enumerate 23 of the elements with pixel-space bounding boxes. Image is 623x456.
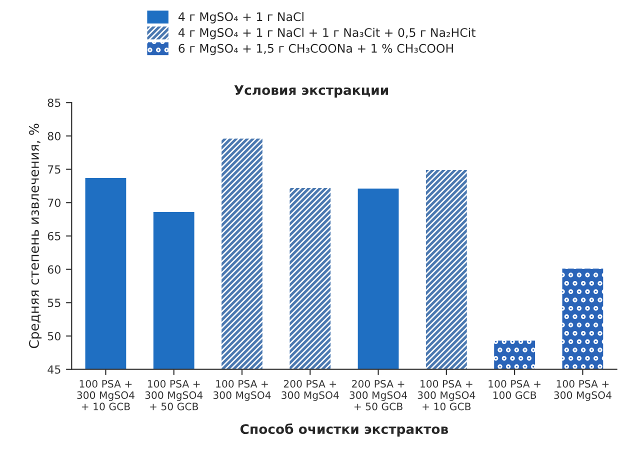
x-tick-label: 200 PSA + 300 MgSO4 + 50 GCB: [350, 380, 408, 410]
y-tick-label: 50: [48, 332, 60, 340]
x-tick-label: 200 PSA + 300 MgSO4: [282, 380, 339, 401]
y-tick-label: 45: [48, 365, 60, 374]
y-tick-label: 65: [48, 232, 60, 240]
x-tick-label: 100 PSA + 300 MgSO4: [213, 380, 271, 401]
legend-label: 4 г MgSO₄ + 1 г NaCl + 1 г Na₃Cit + 0,5 г Na₂HCit: [178, 28, 476, 40]
legend-label: 4 г MgSO₄ + 1 г NaCl: [178, 12, 304, 24]
y-tick-label: 75: [48, 165, 60, 174]
x-tick-label: 100 PSA + 100 GCB: [488, 380, 540, 399]
y-tick-label: 60: [48, 265, 60, 274]
x-axis-title: Способ очистки экстрактов: [240, 423, 448, 437]
y-tick-label: 70: [48, 198, 60, 208]
legend-title: Условия экстракции: [234, 85, 388, 98]
x-tick-label: 100 PSA + 300 MgSO4: [554, 380, 612, 401]
y-tick-label: 55: [48, 298, 60, 308]
x-tick-label: 100 PSA + 300 MgSO4 + 10 GCB: [77, 380, 134, 410]
y-tick-label: 80: [48, 132, 60, 140]
x-tick-label: 100 PSA + 300 MgSO4 + 50 GCB: [145, 380, 203, 410]
y-axis-title: Средняя степень извлечения, %: [28, 124, 42, 348]
y-tick-label: 85: [48, 98, 60, 107]
x-tick-label: 100 PSA + 300 MgSO4 + 10 GCB: [418, 380, 476, 410]
legend-label: 6 г MgSO₄ + 1,5 г CH₃COONa + 1 % CH₃COOH: [178, 44, 453, 56]
